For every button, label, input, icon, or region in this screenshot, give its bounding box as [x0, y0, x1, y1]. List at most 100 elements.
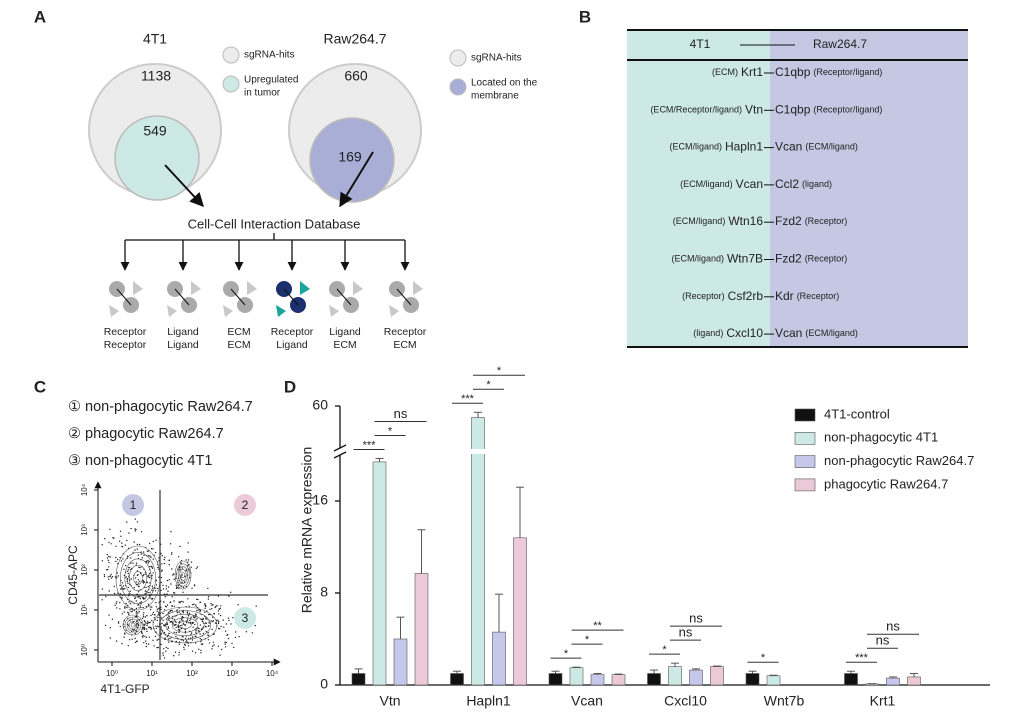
flow-dot	[211, 604, 213, 606]
flow-dot	[204, 622, 207, 624]
flow-dot	[122, 585, 125, 587]
bar	[668, 666, 682, 686]
flow-dot	[139, 602, 141, 604]
legend-label: non-phagocytic 4T1	[824, 430, 938, 445]
flow-dot	[136, 574, 139, 577]
flow-dot	[114, 604, 116, 606]
flow-dot	[161, 555, 163, 557]
flow-dot	[165, 585, 167, 587]
right-note: (Receptor/ligand)	[813, 67, 882, 77]
flow-dot	[204, 604, 207, 607]
flow-dot	[162, 612, 164, 615]
flow-dot	[122, 588, 125, 590]
flow-dot	[103, 574, 106, 576]
flow-dot	[254, 624, 256, 627]
flow-dot	[151, 606, 153, 608]
contour	[133, 571, 143, 585]
flow-dot	[196, 566, 199, 568]
right-note: (Receptor)	[805, 254, 848, 264]
flow-dot	[109, 575, 111, 578]
flow-dot	[147, 562, 150, 564]
interaction-label: Receptor	[104, 326, 147, 338]
flow-dot	[105, 595, 107, 598]
flow-dot	[155, 584, 158, 586]
flow-dot	[142, 580, 145, 582]
icon-shape	[223, 305, 233, 317]
flow-dot	[217, 621, 220, 623]
flow-dot	[147, 555, 150, 557]
interaction-label: ECM	[393, 339, 416, 351]
flow-dot	[178, 654, 180, 656]
table-bg	[627, 30, 770, 347]
flow-dot	[145, 636, 148, 638]
flow-dot	[115, 560, 117, 563]
flow-dot	[170, 531, 172, 533]
flow-dot	[149, 591, 151, 593]
flow-dot	[168, 619, 170, 622]
left-note: (ECM/Receptor/ligand)	[650, 105, 742, 115]
flow-dot	[163, 609, 166, 611]
panel-label: A	[34, 7, 46, 26]
flow-dot	[164, 596, 166, 598]
y-tick-label: 8	[320, 584, 328, 600]
contour	[128, 564, 148, 592]
flow-dot	[151, 598, 153, 600]
venn-legend-text: Upregulated	[244, 75, 298, 86]
bar	[689, 669, 703, 686]
flow-dot	[130, 527, 132, 530]
flow-dot	[187, 542, 189, 544]
flow-dot	[181, 567, 184, 569]
flow-dot	[109, 528, 111, 530]
flow-dot	[158, 611, 160, 613]
icon-link	[116, 288, 132, 306]
flow-dot	[152, 548, 154, 550]
flow-dot	[195, 604, 197, 606]
right-gene: C1qbp	[775, 65, 811, 79]
flow-dot	[142, 606, 144, 609]
table-left: (ECM/ligand) Hapln1	[669, 140, 763, 154]
flow-dot	[169, 637, 171, 640]
flow-dot	[149, 542, 151, 545]
flow-dot	[139, 597, 141, 600]
flow-dot	[149, 606, 151, 608]
left-note: (ECM/ligand)	[669, 142, 722, 152]
flow-dot	[119, 625, 122, 628]
flow-dot	[124, 606, 126, 608]
flow-dot	[149, 582, 151, 584]
flow-dot	[182, 611, 184, 614]
flow-dot	[115, 545, 117, 547]
flow-dot	[208, 642, 211, 644]
flow-dot	[158, 557, 160, 559]
table-left: (ECM/ligand) Vcan	[680, 177, 763, 191]
flow-dot	[146, 615, 148, 617]
table-left: (Receptor) Csf2rb	[682, 289, 763, 303]
flow-dot	[178, 566, 181, 569]
flow-dot	[183, 646, 185, 648]
flow-dot	[108, 566, 110, 568]
flow-dot	[136, 548, 138, 550]
flow-dot	[134, 549, 136, 551]
flow-dot	[133, 628, 135, 631]
flow-dot	[153, 645, 155, 647]
y-tick-label: 0	[320, 676, 328, 692]
flow-dot	[175, 584, 177, 587]
table-right: Vcan (ECM/ligand)	[775, 326, 858, 340]
flow-dot	[225, 641, 227, 644]
flow-dot	[187, 559, 190, 561]
flow-dot	[119, 530, 122, 532]
flow-dot	[178, 556, 180, 558]
flow-dot	[181, 600, 183, 603]
bar	[766, 675, 781, 686]
flow-dot	[198, 648, 200, 650]
table-right: C1qbp (Receptor/ligand)	[775, 102, 882, 116]
flow-dot	[193, 603, 195, 605]
flow-dot	[175, 635, 177, 638]
flow-dot	[167, 612, 169, 614]
flow-dot	[128, 612, 130, 614]
flow-dot	[163, 601, 165, 603]
flow-dot	[175, 640, 178, 643]
flow-dot	[162, 654, 164, 656]
flow-dot	[166, 579, 169, 582]
flow-dot	[170, 553, 173, 555]
flow-dot	[210, 602, 212, 605]
